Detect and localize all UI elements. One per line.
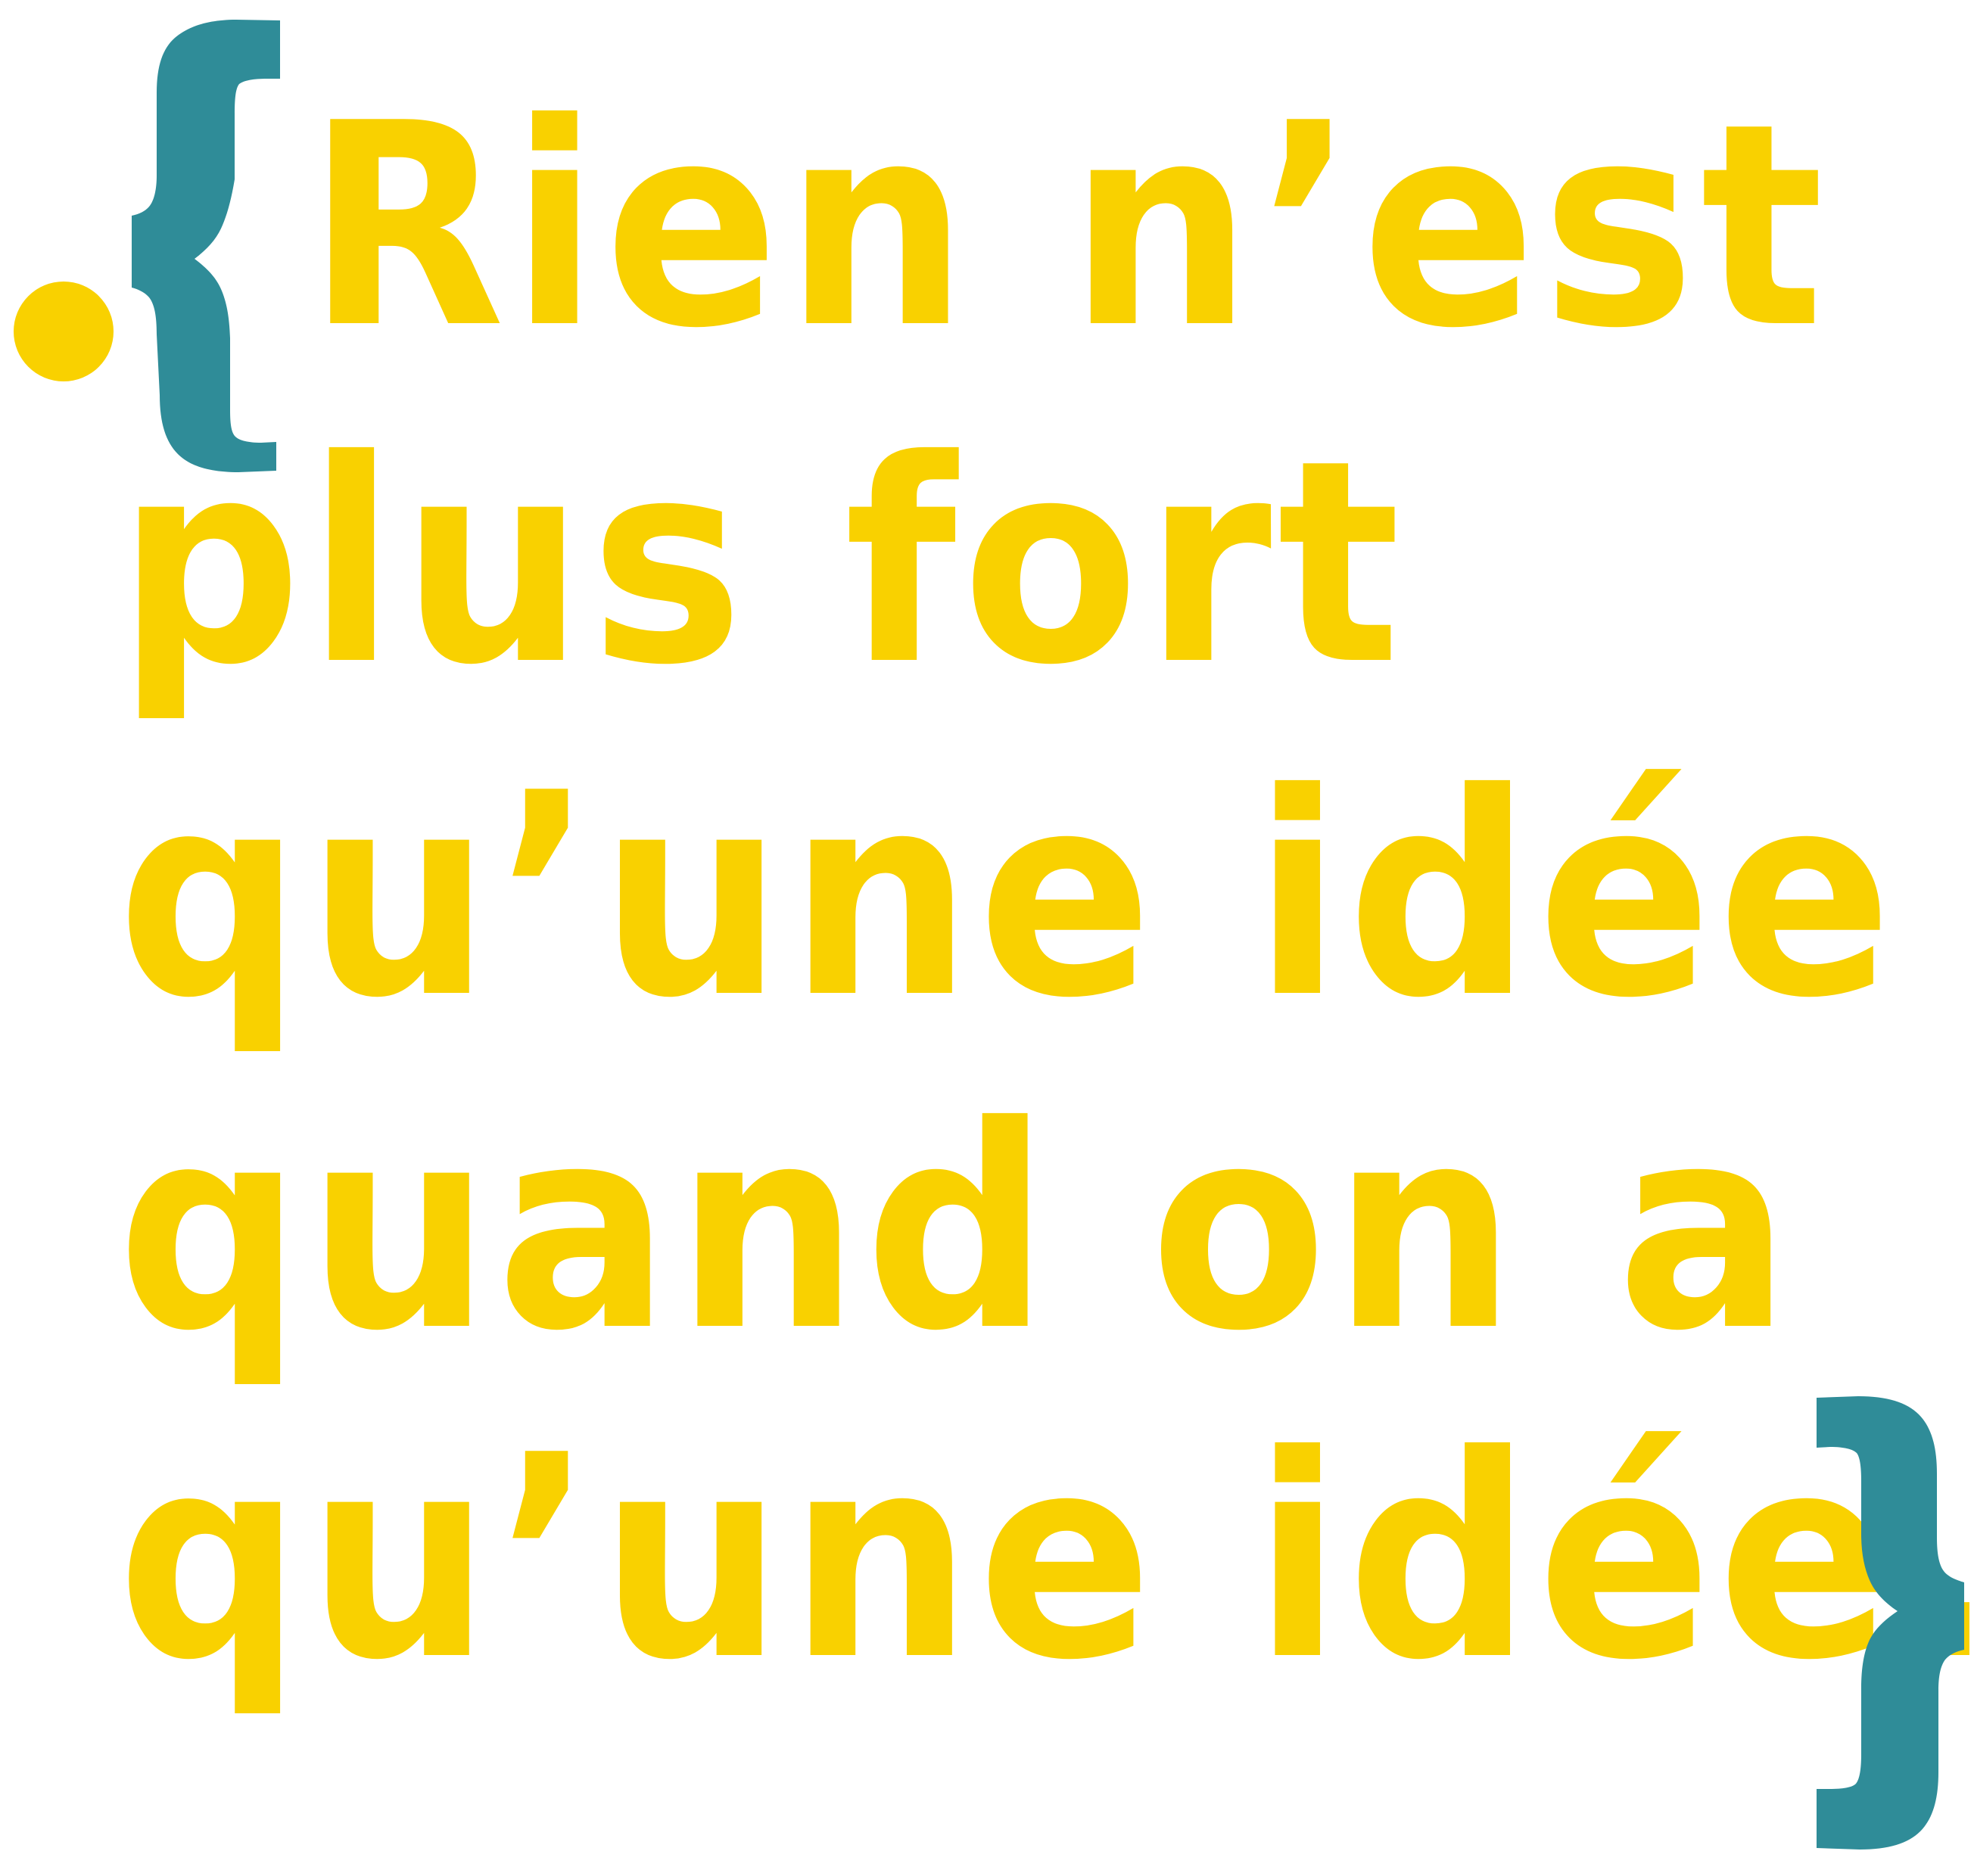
leading-dot — [14, 282, 114, 381]
quote-line-2: plus fort — [117, 401, 1406, 726]
quote-line-3: qu’une idée — [117, 734, 1898, 1059]
quote-line-1: Rien n’est — [307, 64, 1829, 390]
closing-brace — [1817, 1396, 1964, 1850]
opening-brace — [132, 20, 280, 472]
quote-line-4: quand on a — [117, 1067, 1797, 1392]
quote-line-5: qu’une idée. — [117, 1396, 1974, 1722]
